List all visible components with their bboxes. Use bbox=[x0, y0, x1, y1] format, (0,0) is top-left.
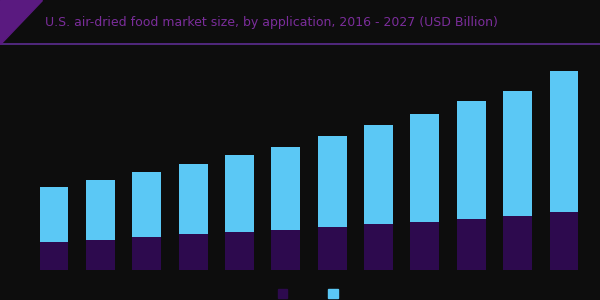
Bar bbox=[364, 224, 393, 270]
Bar bbox=[410, 222, 439, 270]
Bar bbox=[503, 91, 532, 216]
Text: U.S. air-dried food market size, by application, 2016 - 2027 (USD Billion): U.S. air-dried food market size, by appl… bbox=[45, 16, 498, 29]
Bar bbox=[225, 232, 254, 270]
Bar bbox=[40, 187, 68, 242]
Bar bbox=[179, 164, 208, 234]
Bar bbox=[503, 216, 532, 270]
Bar bbox=[550, 212, 578, 270]
Bar bbox=[271, 147, 300, 230]
Bar bbox=[457, 101, 485, 219]
Bar bbox=[318, 227, 347, 270]
Bar bbox=[364, 125, 393, 224]
Bar bbox=[271, 230, 300, 270]
Legend: , : , bbox=[278, 289, 340, 299]
Bar bbox=[86, 180, 115, 240]
Bar bbox=[133, 172, 161, 237]
Bar bbox=[133, 237, 161, 270]
Bar bbox=[318, 136, 347, 227]
Bar bbox=[40, 242, 68, 270]
Bar bbox=[457, 219, 485, 270]
Polygon shape bbox=[0, 0, 42, 44]
Bar bbox=[410, 114, 439, 222]
Bar bbox=[86, 240, 115, 270]
Bar bbox=[179, 234, 208, 270]
Bar bbox=[550, 71, 578, 212]
Bar bbox=[225, 155, 254, 232]
